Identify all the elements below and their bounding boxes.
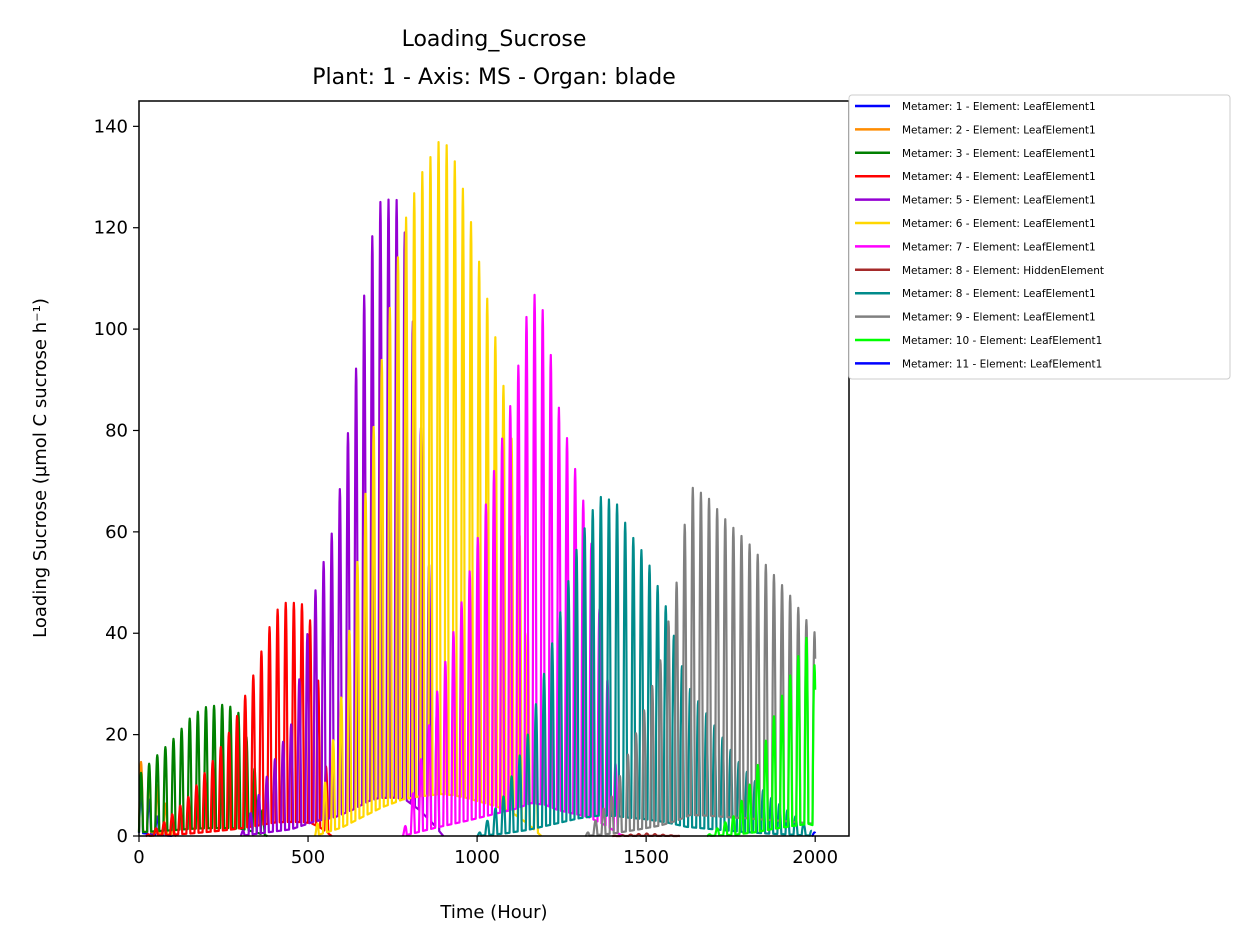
x-tick-label: 1000 <box>454 847 500 868</box>
y-tick-label: 140 <box>94 116 128 137</box>
series-line-5 <box>239 198 445 837</box>
y-tick-label: 100 <box>94 319 128 340</box>
legend-label-5: Metamer: 5 - Element: LeafElement1 <box>902 195 1096 207</box>
legend-label-4: Metamer: 4 - Element: LeafElement1 <box>902 171 1096 183</box>
y-tick-label: 40 <box>105 623 128 644</box>
legend-frame <box>848 94 1231 380</box>
y-tick-label: 20 <box>105 725 128 746</box>
legend-label-6: Metamer: 6 - Element: LeafElement1 <box>902 218 1096 230</box>
legend-label-2: Metamer: 2 - Element: LeafElement1 <box>902 124 1096 136</box>
chart-title: Loading_Sucrose <box>402 27 587 52</box>
legend-label-1: Metamer: 1 - Element: LeafElement1 <box>902 101 1096 113</box>
legend-label-12: Metamer: 11 - Element: LeafElement1 <box>902 358 1102 370</box>
y-tick-label: 80 <box>105 420 128 441</box>
y-tick-label: 120 <box>94 218 128 239</box>
series-line-11 <box>706 636 817 838</box>
legend-label-8: Metamer: 8 - Element: HiddenElement <box>902 265 1104 277</box>
y-tick-label: 0 <box>117 826 128 847</box>
x-tick-label: 0 <box>133 847 144 868</box>
plot-series <box>137 141 817 838</box>
x-axis-label: Time (Hour) <box>439 902 547 923</box>
x-tick-label: 500 <box>291 847 325 868</box>
y-tick-label: 60 <box>105 522 128 543</box>
legend-label-11: Metamer: 10 - Element: LeafElement1 <box>902 335 1102 347</box>
x-axis: 0 500 1000 1500 2000 <box>133 836 838 868</box>
y-axis: 0 20 40 60 80 100 120 140 <box>94 116 139 847</box>
legend: Metamer: 1 - Element: LeafElement1 Metame… <box>848 94 1231 380</box>
legend-label-3: Metamer: 3 - Element: LeafElement1 <box>902 148 1096 160</box>
plot-frame <box>138 100 850 837</box>
legend-label-10: Metamer: 9 - Element: LeafElement1 <box>902 312 1096 324</box>
legend-label-9: Metamer: 8 - Element: LeafElement1 <box>902 288 1096 300</box>
x-tick-label: 2000 <box>792 847 838 868</box>
legend-label-7: Metamer: 7 - Element: LeafElement1 <box>902 241 1096 253</box>
y-axis-label: Loading Sucrose (µmol C sucrose h⁻¹) <box>30 298 51 638</box>
x-tick-label: 1500 <box>623 847 669 868</box>
chart-subtitle: Plant: 1 - Axis: MS - Organ: blade <box>312 65 676 90</box>
